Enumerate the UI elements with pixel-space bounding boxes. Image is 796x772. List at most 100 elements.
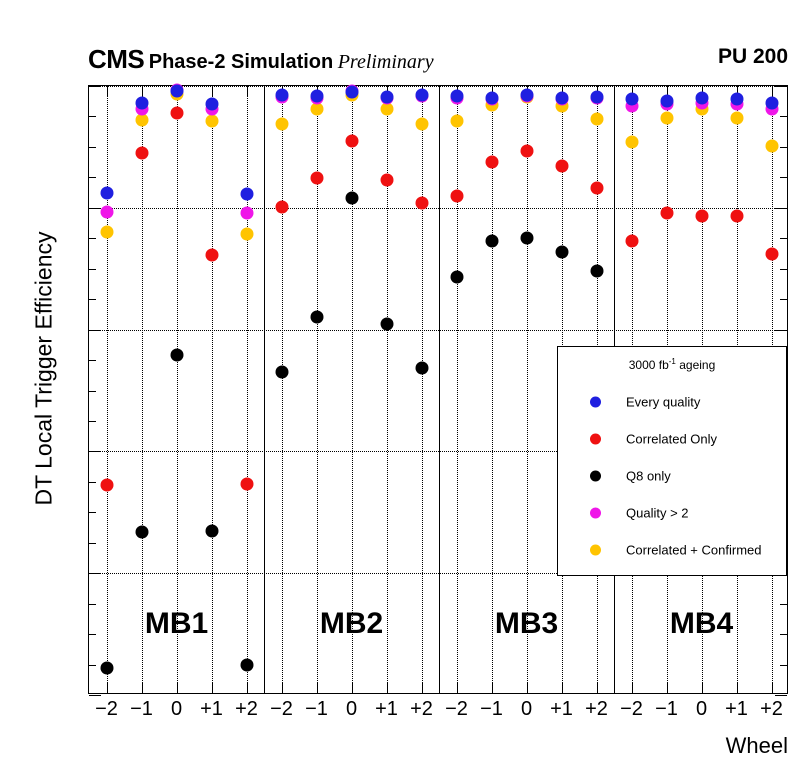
data-point: [660, 94, 673, 108]
y-major-tick: [89, 86, 101, 87]
y-minor-tick: [780, 146, 787, 148]
x-major-tick: [666, 682, 668, 693]
data-point: [240, 187, 253, 201]
data-point: [380, 90, 393, 104]
data-point: [100, 225, 113, 239]
data-point: [730, 111, 743, 125]
data-point: [380, 317, 393, 330]
x-major-tick: [561, 682, 563, 693]
x-major-tick: [211, 86, 213, 97]
cms-label: CMS: [88, 44, 145, 74]
data-point: [415, 196, 428, 210]
y-minor-tick: [89, 512, 96, 514]
x-tick-label: +1: [200, 698, 223, 720]
station-label-mb1: MB1: [144, 606, 209, 640]
data-point: [555, 91, 568, 105]
x-tick-label: +2: [760, 698, 783, 720]
x-tick-label: 0: [170, 698, 183, 720]
horizontal-gridline: [89, 573, 787, 575]
y-minor-tick: [89, 299, 96, 301]
data-point: [240, 206, 253, 220]
x-tick-label: −1: [480, 698, 503, 720]
x-major-tick: [211, 682, 213, 693]
data-point: [100, 478, 113, 492]
x-major-tick: [491, 86, 493, 97]
data-point: [205, 97, 218, 111]
data-point: [275, 365, 288, 379]
x-tick-label: +1: [550, 698, 573, 720]
data-point: [240, 658, 253, 672]
x-tick-label: −2: [445, 698, 468, 720]
legend-marker-icon: [590, 470, 601, 482]
y-minor-tick: [780, 299, 787, 301]
x-major-tick: [246, 86, 248, 97]
legend-entry-label: Correlated Only: [626, 431, 718, 447]
data-point: [590, 90, 603, 104]
horizontal-gridline: [89, 329, 787, 331]
legend-header-value: 3000 fb: [628, 358, 669, 372]
data-point: [450, 189, 463, 203]
x-major-tick: [771, 86, 773, 97]
x-tick-label: +2: [585, 698, 608, 720]
data-point: [275, 117, 288, 131]
data-point: [100, 661, 113, 675]
legend-entry: Correlated + Confirmed: [558, 533, 786, 567]
simulation-label: Phase-2 Simulation: [148, 51, 334, 73]
station-separator: [439, 86, 440, 693]
vertical-gridline: [211, 86, 213, 693]
data-point: [170, 84, 183, 98]
vertical-gridline: [176, 86, 178, 693]
x-major-tick: [561, 86, 563, 97]
data-point: [520, 88, 533, 102]
legend-entry-label: Quality > 2: [626, 505, 689, 521]
data-point: [135, 525, 148, 539]
horizontal-gridline: [89, 207, 787, 209]
y-minor-tick: [89, 390, 96, 392]
legend-header-exponent: -1: [668, 357, 676, 366]
data-point: [730, 209, 743, 223]
x-tick-label: −1: [305, 698, 328, 720]
x-major-tick: [316, 682, 318, 693]
data-point: [240, 477, 253, 491]
vertical-gridline: [386, 86, 388, 693]
data-point: [240, 227, 253, 241]
x-major-tick: [736, 86, 738, 97]
vertical-gridline: [421, 86, 423, 693]
x-tick-label: +1: [725, 698, 748, 720]
legend: 3000 fb-1 ageing Every quality Correlated…: [557, 346, 787, 576]
station-label-mb3: MB3: [494, 606, 559, 640]
data-point: [345, 191, 358, 205]
x-major-tick: [631, 682, 633, 693]
data-point: [625, 135, 638, 149]
legend-entry: Q8 only: [558, 459, 786, 493]
data-point: [310, 102, 323, 116]
x-tick-label: +2: [235, 698, 258, 720]
data-point: [695, 209, 708, 223]
y-major-tick: [89, 329, 101, 331]
legend-entry-label: Correlated + Confirmed: [626, 542, 762, 558]
plot-header: CMS Phase-2 Simulation Preliminary PU 20…: [88, 44, 788, 74]
station-label-mb4: MB4: [669, 606, 734, 640]
data-point: [765, 247, 778, 261]
data-point: [590, 181, 603, 195]
x-tick-label: 0: [695, 698, 708, 720]
data-point: [450, 270, 463, 284]
x-major-tick: [491, 682, 493, 693]
x-tick-label: +2: [410, 698, 433, 720]
y-minor-tick: [780, 116, 787, 118]
y-minor-tick: [780, 238, 787, 240]
x-major-tick: [351, 682, 353, 693]
legend-marker-icon: [590, 433, 601, 445]
data-point: [590, 264, 603, 278]
x-tick-label: −2: [95, 698, 118, 720]
data-point: [485, 155, 498, 169]
data-point: [520, 144, 533, 158]
vertical-gridline: [246, 86, 248, 693]
data-point: [135, 113, 148, 127]
data-point: [170, 348, 183, 362]
data-point: [345, 134, 358, 148]
x-major-tick: [421, 682, 423, 693]
legend-entry: Every quality: [558, 385, 786, 419]
data-point: [520, 231, 533, 245]
